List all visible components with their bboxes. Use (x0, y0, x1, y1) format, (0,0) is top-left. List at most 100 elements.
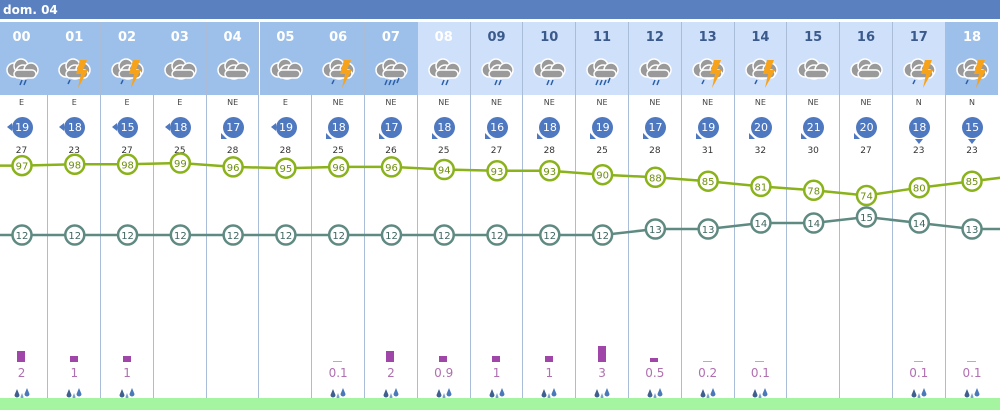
rain-drops-icon (436, 384, 452, 399)
rain-drops-icon (383, 384, 399, 399)
wind-gust-value: 25 (332, 146, 344, 156)
wind-gust-value: 28 (543, 146, 556, 156)
wind-direction: NE (596, 98, 608, 107)
lower-value: 12 (68, 231, 81, 242)
wind-speed-badge: 15 (117, 117, 139, 138)
cloud-thunder-icon (320, 56, 358, 88)
wind-speed-badge: 17 (644, 117, 666, 138)
wind-direction: E (177, 98, 183, 107)
hour-header: 16 (840, 22, 892, 95)
lower-point: 14 (802, 212, 825, 234)
footer-bar (0, 398, 1000, 410)
hour-column: 05 E 19 28 (259, 22, 313, 410)
cloud-rain-icon (531, 56, 569, 88)
wind-direction-icon (112, 123, 118, 131)
hour-label: 07 (381, 30, 400, 45)
hour-label: 14 (751, 30, 770, 45)
wind-direction: N (915, 98, 922, 107)
precip-bar (702, 361, 712, 362)
upper-point: 98 (64, 153, 86, 176)
rain-drops-icon (752, 384, 768, 399)
lower-point: 12 (64, 224, 86, 246)
hour-column: 18 N 15 23 0.1 (945, 22, 999, 410)
lower-value: 14 (807, 219, 820, 230)
cloud-thunder-icon (901, 56, 939, 88)
lower-point: 15 (855, 206, 878, 228)
hour-header: 17 (892, 22, 945, 95)
hour-label: 11 (593, 30, 612, 45)
wind-gust-value: 23 (966, 146, 978, 156)
cloud-rain-icon (479, 56, 517, 88)
upper-value: 85 (702, 177, 715, 188)
hour-label: 12 (645, 30, 664, 45)
wind-direction-icon (967, 139, 976, 144)
upper-value: 81 (755, 182, 768, 193)
lower-value: 12 (385, 231, 398, 242)
wind-speed-badge: 15 (961, 117, 983, 138)
upper-value: 88 (649, 173, 662, 184)
hour-header: 09 (470, 22, 523, 95)
precip-value: 0.2 (698, 366, 718, 380)
hour-header: 12 (628, 22, 681, 95)
upper-value: 99 (174, 159, 187, 170)
hour-label: 03 (170, 30, 189, 45)
hour-label: 16 (856, 30, 875, 45)
precip-bar (544, 356, 553, 362)
lower-value: 13 (702, 225, 715, 236)
upper-point: 96 (327, 156, 350, 178)
precip-bar (755, 361, 765, 362)
wind-gust-value: 23 (913, 146, 925, 156)
wind-gust-value: 31 (701, 146, 714, 156)
hour-header: 07 (365, 22, 417, 95)
wind-speed-badge: 16 (486, 117, 508, 138)
cloud-rain-icon (637, 56, 675, 88)
precip-bar (597, 346, 606, 362)
hour-column: 17 N 18 23 0.1 (892, 22, 946, 410)
precip-bar (439, 356, 448, 362)
lower-point: 12 (327, 224, 350, 246)
wind-direction: NE (490, 98, 503, 107)
lower-point: 13 (961, 218, 983, 240)
cloud-icon (268, 56, 306, 88)
rain-drops-icon (119, 384, 135, 399)
hour-label: 01 (65, 30, 84, 45)
wind-direction-icon (379, 133, 386, 139)
hour-label: 18 (962, 30, 982, 45)
precip-value: 3 (598, 366, 606, 380)
wind-gust-value: 32 (754, 146, 767, 156)
rain-drops-icon (66, 384, 82, 399)
hour-column: 11 NE 19 25 3 (576, 22, 629, 410)
wind-direction-icon (695, 133, 702, 139)
wind-gust-value: 30 (807, 146, 819, 156)
precip-value: 1 (492, 366, 501, 380)
lower-value: 12 (596, 231, 609, 242)
precip-value: 0.1 (750, 366, 770, 380)
hour-label: 17 (909, 30, 928, 45)
upper-value: 93 (491, 167, 504, 178)
lower-value: 15 (860, 213, 873, 224)
wind-direction-icon (801, 133, 808, 139)
upper-point: 80 (908, 176, 931, 199)
wind-direction: NE (332, 98, 344, 107)
precip-value: 1 (123, 366, 131, 380)
precip-value: 2 (17, 366, 26, 380)
hour-column: 09 NE 16 27 1 (470, 22, 524, 410)
upper-point: 90 (591, 163, 614, 186)
cloud-thunder-icon (690, 56, 728, 88)
hour-header: 18 (945, 22, 999, 95)
upper-point: 96 (222, 156, 244, 178)
upper-value: 98 (68, 160, 81, 171)
hour-column: 01 E 18 23 1 (48, 22, 102, 410)
lower-value: 12 (174, 231, 187, 242)
cloud-rain-icon (4, 56, 42, 88)
lower-value: 13 (649, 225, 662, 236)
precip-bar (69, 356, 78, 362)
rain-drops-icon (700, 384, 716, 399)
lower-point: 13 (697, 218, 719, 240)
lower-point: 14 (750, 212, 772, 234)
wind-speed-badge: 18 (64, 117, 86, 138)
wind-speed-badge: 19 (697, 117, 719, 138)
precip-bar (650, 358, 659, 362)
lower-value: 12 (332, 231, 345, 242)
